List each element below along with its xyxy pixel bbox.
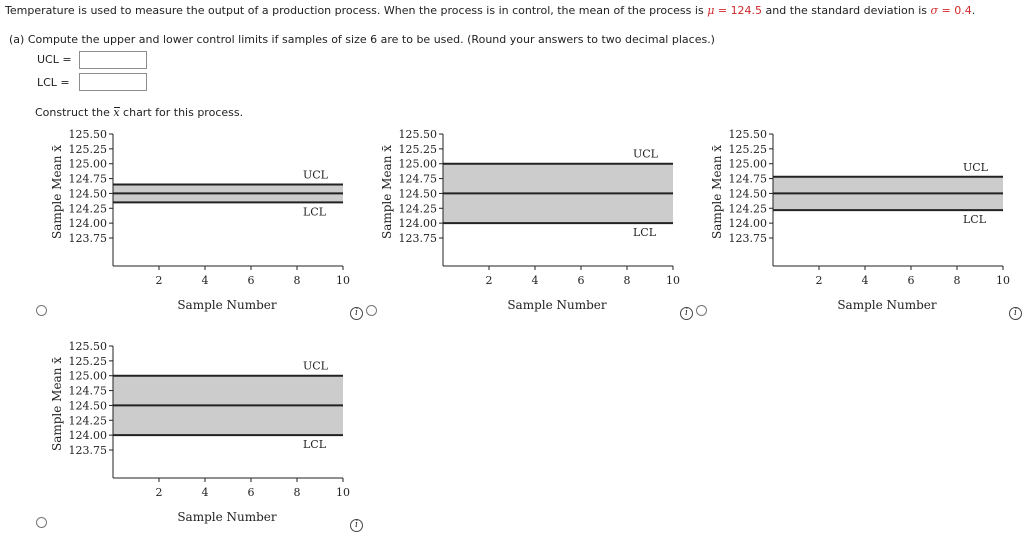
y-tick-label: 125.00 <box>399 158 438 171</box>
lcl-label: LCL = <box>37 76 70 89</box>
y-tick-label: 125.25 <box>69 143 108 156</box>
y-tick-label: 124.50 <box>69 187 108 200</box>
y-axis-label: Sample Mean x̄ <box>380 145 394 239</box>
x-axis-label: Sample Number <box>177 298 277 312</box>
y-tick-label: 124.00 <box>69 217 108 230</box>
y-tick-label: 124.00 <box>399 217 438 230</box>
option-2-radio[interactable] <box>366 305 377 316</box>
x-tick-label: 6 <box>248 486 255 499</box>
xbar-symbol: x <box>113 106 120 119</box>
y-tick-label: 125.25 <box>729 143 768 156</box>
intro-prefix: Temperature is used to measure the outpu… <box>5 4 708 17</box>
option-3-radio[interactable] <box>696 305 707 316</box>
mu-eq: = <box>714 4 731 17</box>
ucl-label: UCL <box>303 360 329 373</box>
sigma-symbol: σ <box>930 4 939 17</box>
y-tick-label: 125.00 <box>729 158 768 171</box>
y-tick-label: 125.00 <box>69 158 108 171</box>
y-tick-label: 123.75 <box>69 444 108 457</box>
y-tick-label: 125.00 <box>69 370 108 383</box>
x-tick-label: 8 <box>624 274 631 287</box>
y-tick-label: 123.75 <box>729 232 768 245</box>
x-axis-label: Sample Number <box>837 298 937 312</box>
y-tick-label: 123.75 <box>69 232 108 245</box>
y-tick-label: 124.25 <box>729 202 768 215</box>
x-tick-label: 6 <box>908 274 915 287</box>
intro-middle: and the standard deviation is <box>762 4 931 17</box>
lcl-label: LCL <box>303 438 327 451</box>
lcl-label: LCL <box>963 213 987 226</box>
y-tick-label: 124.25 <box>69 202 108 215</box>
ucl-label: UCL = <box>37 53 72 66</box>
y-tick-label: 125.50 <box>69 340 108 353</box>
sigma-eq: = <box>938 4 955 17</box>
info-icon[interactable]: i <box>350 519 363 532</box>
y-tick-label: 124.75 <box>399 173 438 186</box>
x-tick-label: 10 <box>666 274 680 287</box>
sigma-value: 0.4 <box>954 4 972 17</box>
y-tick-label: 124.50 <box>729 187 768 200</box>
x-tick-label: 4 <box>202 486 209 499</box>
x-axis-label: Sample Number <box>507 298 607 312</box>
lcl-input[interactable] <box>79 73 147 91</box>
y-tick-label: 125.25 <box>69 355 108 368</box>
info-icon[interactable]: i <box>1009 307 1022 320</box>
x-tick-label: 8 <box>954 274 961 287</box>
mu-value: 124.5 <box>730 4 763 17</box>
y-tick-label: 124.25 <box>399 202 438 215</box>
question-intro: Temperature is used to measure the outpu… <box>5 4 975 17</box>
x-tick-label: 2 <box>816 274 823 287</box>
x-tick-label: 4 <box>862 274 869 287</box>
y-tick-label: 125.50 <box>399 128 438 141</box>
info-icon[interactable]: i <box>680 307 693 320</box>
y-tick-label: 124.50 <box>399 187 438 200</box>
x-tick-label: 10 <box>336 274 350 287</box>
x-tick-label: 6 <box>248 274 255 287</box>
ucl-label: UCL <box>633 148 659 161</box>
x-tick-label: 10 <box>336 486 350 499</box>
y-axis-label: Sample Mean x̄ <box>50 357 64 451</box>
y-tick-label: 125.25 <box>399 143 438 156</box>
y-tick-label: 124.50 <box>69 399 108 412</box>
x-tick-label: 8 <box>294 274 301 287</box>
y-tick-label: 124.75 <box>69 173 108 186</box>
x-tick-label: 2 <box>156 274 163 287</box>
mu-symbol: μ <box>707 4 715 17</box>
option-1-radio[interactable] <box>36 305 47 316</box>
ucl-label: UCL <box>303 169 329 182</box>
y-tick-label: 124.75 <box>69 385 108 398</box>
y-tick-label: 124.00 <box>729 217 768 230</box>
intro-end: . <box>971 4 976 17</box>
x-tick-label: 10 <box>996 274 1010 287</box>
y-axis-label: Sample Mean x̄ <box>50 145 64 239</box>
y-tick-label: 125.50 <box>729 128 768 141</box>
lcl-label: LCL <box>633 226 657 239</box>
ucl-input[interactable] <box>79 51 147 69</box>
option-4-radio[interactable] <box>36 517 47 528</box>
x-tick-label: 6 <box>578 274 585 287</box>
construct-suffix: chart for this process. <box>119 106 244 119</box>
x-tick-label: 8 <box>294 486 301 499</box>
y-tick-label: 125.50 <box>69 128 108 141</box>
y-tick-label: 124.25 <box>69 414 108 427</box>
x-tick-label: 4 <box>532 274 539 287</box>
y-axis-label: Sample Mean x̄ <box>710 145 724 239</box>
lcl-label: LCL <box>303 205 327 218</box>
ucl-label: UCL <box>963 161 989 174</box>
x-axis-label: Sample Number <box>177 510 277 524</box>
x-tick-label: 2 <box>486 274 493 287</box>
x-tick-label: 4 <box>202 274 209 287</box>
construct-prompt: Construct the x chart for this process. <box>35 106 243 119</box>
y-tick-label: 124.75 <box>729 173 768 186</box>
x-tick-label: 2 <box>156 486 163 499</box>
info-icon[interactable]: i <box>350 307 363 320</box>
part-a-prompt: (a) Compute the upper and lower control … <box>9 33 715 46</box>
y-tick-label: 124.00 <box>69 429 108 442</box>
y-tick-label: 123.75 <box>399 232 438 245</box>
construct-prefix: Construct the <box>35 106 114 119</box>
